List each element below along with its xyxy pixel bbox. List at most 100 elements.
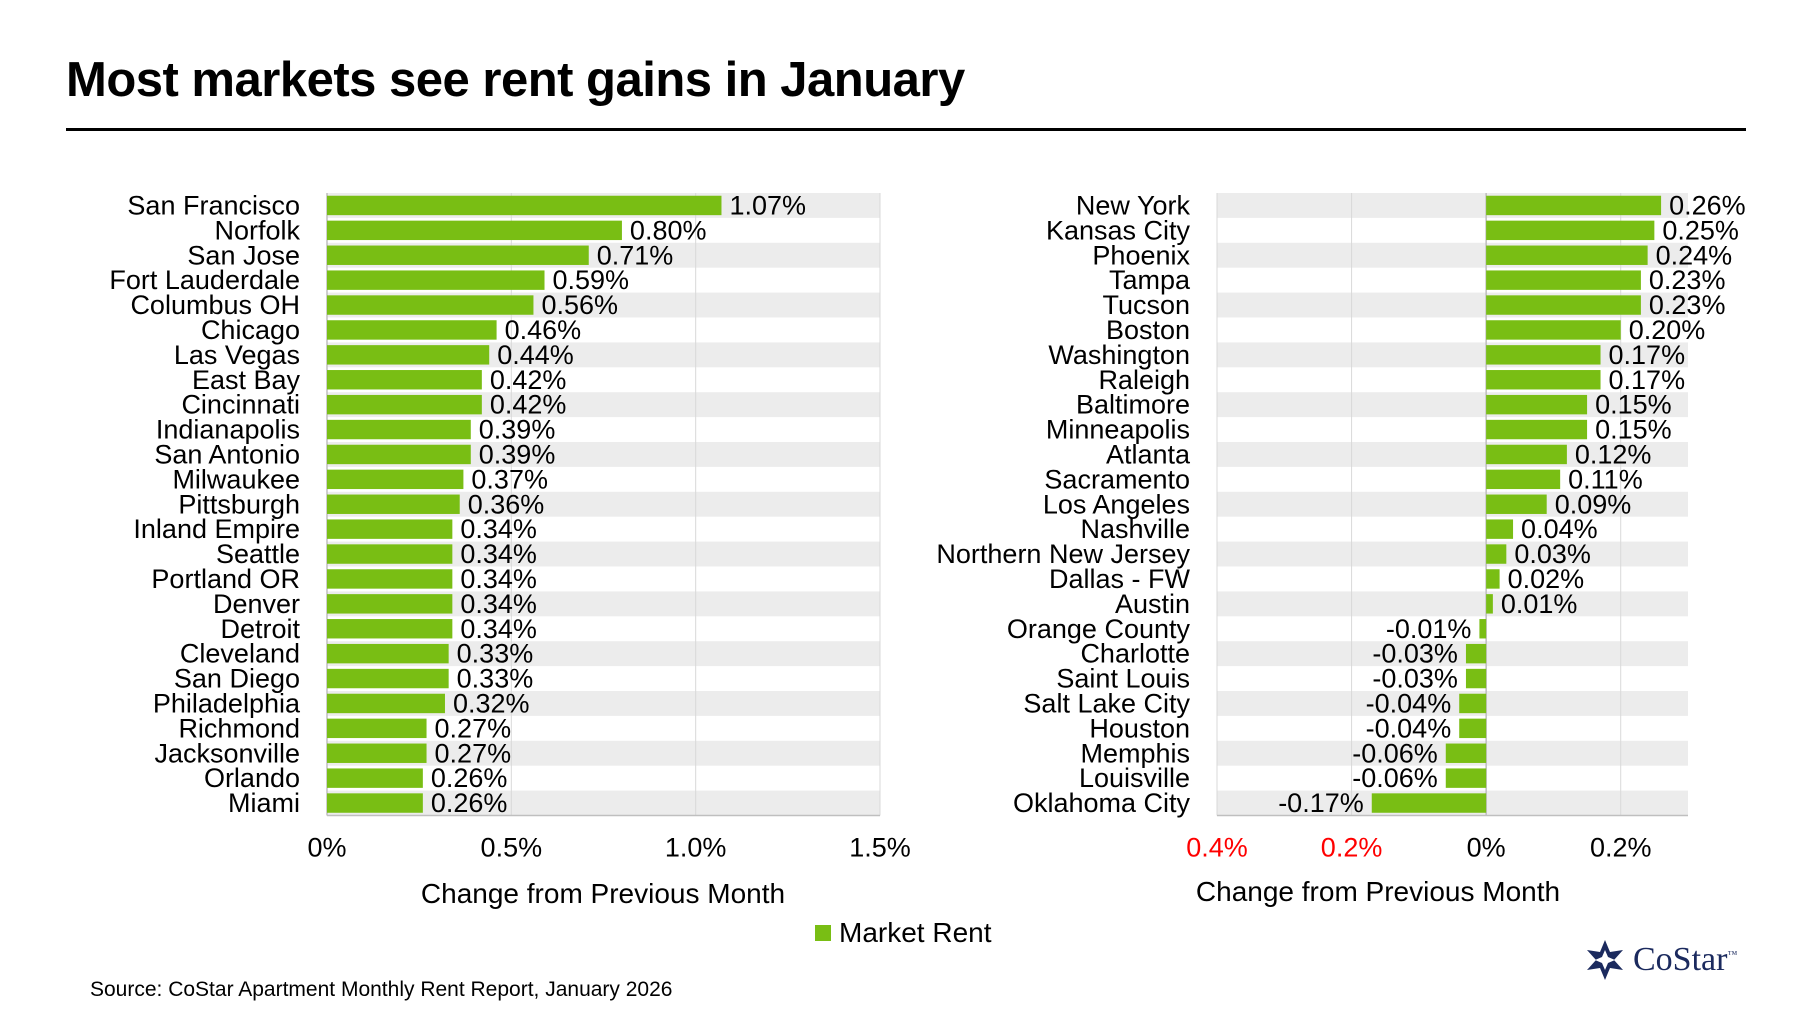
- bar: [327, 519, 453, 539]
- data-label: 0.02%: [1508, 564, 1585, 594]
- bar: [1459, 718, 1487, 739]
- category-label: Chicago: [201, 315, 300, 345]
- bar: [327, 270, 545, 290]
- bar: [1486, 295, 1641, 315]
- data-label: 0.33%: [457, 664, 534, 694]
- data-label: 0.59%: [553, 265, 630, 295]
- data-label: -0.04%: [1366, 688, 1452, 718]
- data-label: 0.42%: [490, 365, 567, 395]
- bar: [1459, 693, 1487, 714]
- bar: [327, 693, 445, 714]
- bar: [1486, 220, 1655, 241]
- tick-label: 0.2%: [1590, 833, 1652, 863]
- category-label: Oklahoma City: [1013, 788, 1191, 818]
- bar: [1486, 544, 1507, 564]
- bar: [327, 718, 427, 739]
- tick-label: 1.5%: [849, 833, 911, 863]
- bar: [1486, 370, 1601, 390]
- bar: [1445, 768, 1487, 788]
- category-label: Louisville: [1079, 763, 1190, 793]
- tick-label: 0.2%: [1321, 833, 1383, 863]
- tick-label: 0.4%: [1186, 833, 1248, 863]
- bar: [327, 768, 423, 788]
- legend-label: Market Rent: [839, 917, 992, 948]
- category-label: Cleveland: [180, 639, 300, 669]
- category-label: Cincinnati: [181, 390, 300, 420]
- category-label: San Jose: [187, 240, 300, 270]
- category-label: Detroit: [220, 614, 300, 644]
- category-label: Milwaukee: [172, 464, 300, 494]
- category-label: Minneapolis: [1046, 415, 1190, 445]
- data-label: 0.15%: [1595, 415, 1672, 445]
- category-label: Philadelphia: [153, 688, 301, 718]
- category-label: Northern New Jersey: [936, 539, 1190, 569]
- data-label: 0.25%: [1662, 215, 1739, 245]
- bar: [1486, 419, 1588, 440]
- bar: [1479, 619, 1487, 639]
- category-label: Miami: [228, 788, 300, 818]
- bar: [1486, 245, 1648, 265]
- data-label: 0.34%: [460, 564, 537, 594]
- data-label: 0.24%: [1656, 240, 1733, 270]
- category-label: Sacramento: [1044, 464, 1190, 494]
- bar: [1486, 195, 1662, 216]
- data-label: 0.34%: [460, 614, 537, 644]
- bar: [327, 245, 589, 265]
- category-label: Austin: [1115, 589, 1190, 619]
- data-label: 0.44%: [497, 340, 574, 370]
- category-label: Memphis: [1080, 738, 1190, 768]
- legend-swatch: [815, 925, 831, 941]
- bar: [327, 345, 490, 365]
- bar: [327, 793, 423, 813]
- bar: [1486, 345, 1601, 365]
- data-label: 0.34%: [460, 514, 537, 544]
- bar: [1486, 494, 1547, 514]
- x-axis-title: Change from Previous Month: [1196, 876, 1560, 907]
- category-label: Inland Empire: [133, 514, 300, 544]
- bar: [327, 668, 449, 689]
- category-label: San Antonio: [154, 439, 300, 469]
- category-label: Phoenix: [1092, 240, 1190, 270]
- row-band: [1217, 442, 1688, 467]
- bar: [327, 619, 453, 639]
- category-label: Salt Lake City: [1023, 688, 1190, 718]
- bar: [1486, 320, 1621, 340]
- data-label: 0.80%: [630, 215, 707, 245]
- data-label: 0.37%: [471, 464, 548, 494]
- data-label: 0.17%: [1609, 365, 1686, 395]
- tick-label: 1.0%: [665, 833, 727, 863]
- bar: [327, 394, 482, 415]
- row-band: [1217, 541, 1688, 567]
- data-label: 0.09%: [1555, 489, 1632, 519]
- x-axis-title: Change from Previous Month: [421, 878, 785, 909]
- bar: [327, 569, 453, 589]
- bar: [327, 544, 453, 564]
- category-label: Denver: [213, 589, 300, 619]
- bar: [1486, 569, 1500, 589]
- bar: [327, 295, 534, 315]
- data-label: -0.17%: [1278, 788, 1364, 818]
- data-label: -0.06%: [1352, 738, 1438, 768]
- data-label: 0.71%: [597, 240, 674, 270]
- legend: Market Rent: [815, 917, 992, 949]
- category-label: Orange County: [1007, 614, 1191, 644]
- data-label: 0.39%: [479, 439, 556, 469]
- bar: [1486, 469, 1561, 490]
- row-band: [1217, 591, 1688, 617]
- bar: [1465, 643, 1487, 664]
- category-label: Baltimore: [1076, 390, 1190, 420]
- row-band: [1217, 392, 1688, 418]
- category-label: Nashville: [1080, 514, 1190, 544]
- row-band: [1217, 641, 1688, 667]
- category-label: Pittsburgh: [178, 489, 300, 519]
- data-label: -0.01%: [1386, 614, 1472, 644]
- bar: [327, 494, 460, 514]
- bar: [327, 419, 471, 440]
- bar: [1465, 668, 1487, 689]
- category-label: Seattle: [216, 539, 300, 569]
- data-label: 0.23%: [1649, 265, 1726, 295]
- data-label: -0.03%: [1372, 639, 1458, 669]
- category-label: Houston: [1089, 713, 1190, 743]
- bar: [327, 370, 482, 390]
